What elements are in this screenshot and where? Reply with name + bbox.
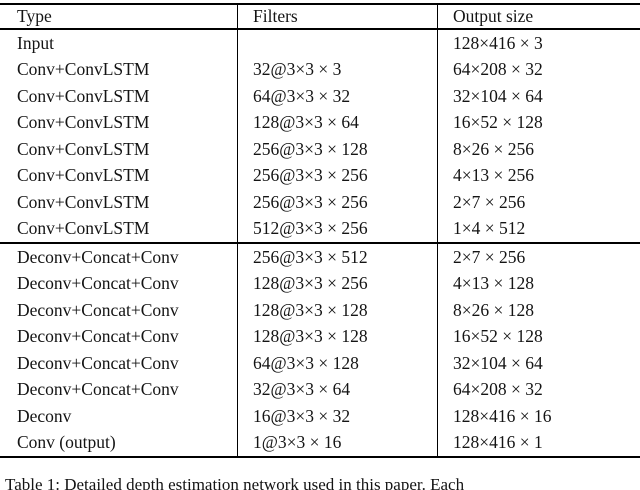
- cell-filters: 16@3×3 × 32: [237, 403, 437, 430]
- cell-type: Deconv+Concat+Conv: [17, 273, 179, 294]
- table-section-decoder: Deconv+Concat+Conv 256@3×3 × 512 2×7 × 2…: [0, 242, 640, 456]
- cell-output-size: 128×416 × 3: [437, 30, 640, 57]
- cell-filters: 128@3×3 × 128: [237, 297, 437, 324]
- cell-output-size: 128×416 × 1: [437, 429, 640, 456]
- column-header-filters: Filters: [237, 5, 437, 28]
- table-row: Deconv+Concat+Conv 32@3×3 × 64 64×208 × …: [0, 376, 640, 403]
- cell-output-size: 1×4 × 512: [437, 215, 640, 242]
- cell-output-size: 8×26 × 128: [437, 297, 640, 324]
- cell-filters: [237, 30, 437, 57]
- cell-type: Deconv+Concat+Conv: [17, 299, 179, 320]
- cell-output-size: 8×26 × 256: [437, 136, 640, 163]
- cell-type: Deconv+Concat+Conv: [17, 246, 179, 267]
- cell-type: Deconv+Concat+Conv: [17, 352, 179, 373]
- table-row: Deconv+Concat+Conv 128@3×3 × 256 4×13 × …: [0, 270, 640, 297]
- cell-filters: 256@3×3 × 256: [237, 189, 437, 216]
- cell-filters: 128@3×3 × 64: [237, 109, 437, 136]
- table-row: Input 128×416 × 3: [0, 30, 640, 57]
- table-row: Conv+ConvLSTM 256@3×3 × 256 4×13 × 256: [0, 162, 640, 189]
- column-header-type: Type: [17, 6, 52, 26]
- table-row: Deconv 16@3×3 × 32 128×416 × 16: [0, 403, 640, 430]
- cell-output-size: 128×416 × 16: [437, 403, 640, 430]
- cell-output-size: 32×104 × 64: [437, 83, 640, 110]
- table-caption: Table 1: Detailed depth estimation netwo…: [5, 475, 465, 490]
- cell-output-size: 16×52 × 128: [437, 323, 640, 350]
- table-header-row: Type Filters Output size: [0, 5, 640, 30]
- table-row: Conv+ConvLSTM 512@3×3 × 256 1×4 × 512: [0, 215, 640, 242]
- cell-type: Conv (output): [17, 432, 116, 453]
- cell-output-size: 16×52 × 128: [437, 109, 640, 136]
- cell-filters: 32@3×3 × 3: [237, 56, 437, 83]
- cell-type: Conv+ConvLSTM: [17, 218, 150, 239]
- column-header-output-size: Output size: [437, 5, 640, 28]
- cell-output-size: 64×208 × 32: [437, 56, 640, 83]
- cell-output-size: 2×7 × 256: [437, 189, 640, 216]
- table-row: Conv+ConvLSTM 256@3×3 × 128 8×26 × 256: [0, 136, 640, 163]
- cell-filters: 64@3×3 × 128: [237, 350, 437, 377]
- cell-type: Conv+ConvLSTM: [17, 85, 150, 106]
- table-row: Conv+ConvLSTM 256@3×3 × 256 2×7 × 256: [0, 189, 640, 216]
- cell-output-size: 64×208 × 32: [437, 376, 640, 403]
- cell-output-size: 2×7 × 256: [437, 244, 640, 271]
- table-row: Deconv+Concat+Conv 256@3×3 × 512 2×7 × 2…: [0, 244, 640, 271]
- cell-type: Deconv+Concat+Conv: [17, 326, 179, 347]
- cell-type: Deconv+Concat+Conv: [17, 379, 179, 400]
- cell-type: Conv+ConvLSTM: [17, 191, 150, 212]
- table-row: Deconv+Concat+Conv 128@3×3 × 128 16×52 ×…: [0, 323, 640, 350]
- cell-filters: 256@3×3 × 512: [237, 244, 437, 271]
- cell-type: Conv+ConvLSTM: [17, 165, 150, 186]
- cell-filters: 512@3×3 × 256: [237, 215, 437, 242]
- table-section-encoder: Input 128×416 × 3 Conv+ConvLSTM 32@3×3 ×…: [0, 30, 640, 242]
- cell-type: Conv+ConvLSTM: [17, 59, 150, 80]
- cell-filters: 256@3×3 × 128: [237, 136, 437, 163]
- architecture-table: Type Filters Output size Input 128×416 ×…: [0, 3, 640, 458]
- table-row: Conv+ConvLSTM 64@3×3 × 32 32×104 × 64: [0, 83, 640, 110]
- cell-filters: 64@3×3 × 32: [237, 83, 437, 110]
- cell-filters: 1@3×3 × 16: [237, 429, 437, 456]
- cell-type: Input: [17, 32, 54, 53]
- cell-type: Conv+ConvLSTM: [17, 112, 150, 133]
- table-row: Conv+ConvLSTM 128@3×3 × 64 16×52 × 128: [0, 109, 640, 136]
- table-row: Deconv+Concat+Conv 128@3×3 × 128 8×26 × …: [0, 297, 640, 324]
- cell-type: Conv+ConvLSTM: [17, 138, 150, 159]
- table-row: Deconv+Concat+Conv 64@3×3 × 128 32×104 ×…: [0, 350, 640, 377]
- cell-filters: 256@3×3 × 256: [237, 162, 437, 189]
- table-row: Conv+ConvLSTM 32@3×3 × 3 64×208 × 32: [0, 56, 640, 83]
- cell-output-size: 32×104 × 64: [437, 350, 640, 377]
- cell-type: Deconv: [17, 405, 72, 426]
- cell-filters: 32@3×3 × 64: [237, 376, 437, 403]
- cell-output-size: 4×13 × 256: [437, 162, 640, 189]
- table-body: Input 128×416 × 3 Conv+ConvLSTM 32@3×3 ×…: [0, 30, 640, 458]
- table-row: Conv (output) 1@3×3 × 16 128×416 × 1: [0, 429, 640, 456]
- cell-filters: 128@3×3 × 256: [237, 270, 437, 297]
- cell-output-size: 4×13 × 128: [437, 270, 640, 297]
- cell-filters: 128@3×3 × 128: [237, 323, 437, 350]
